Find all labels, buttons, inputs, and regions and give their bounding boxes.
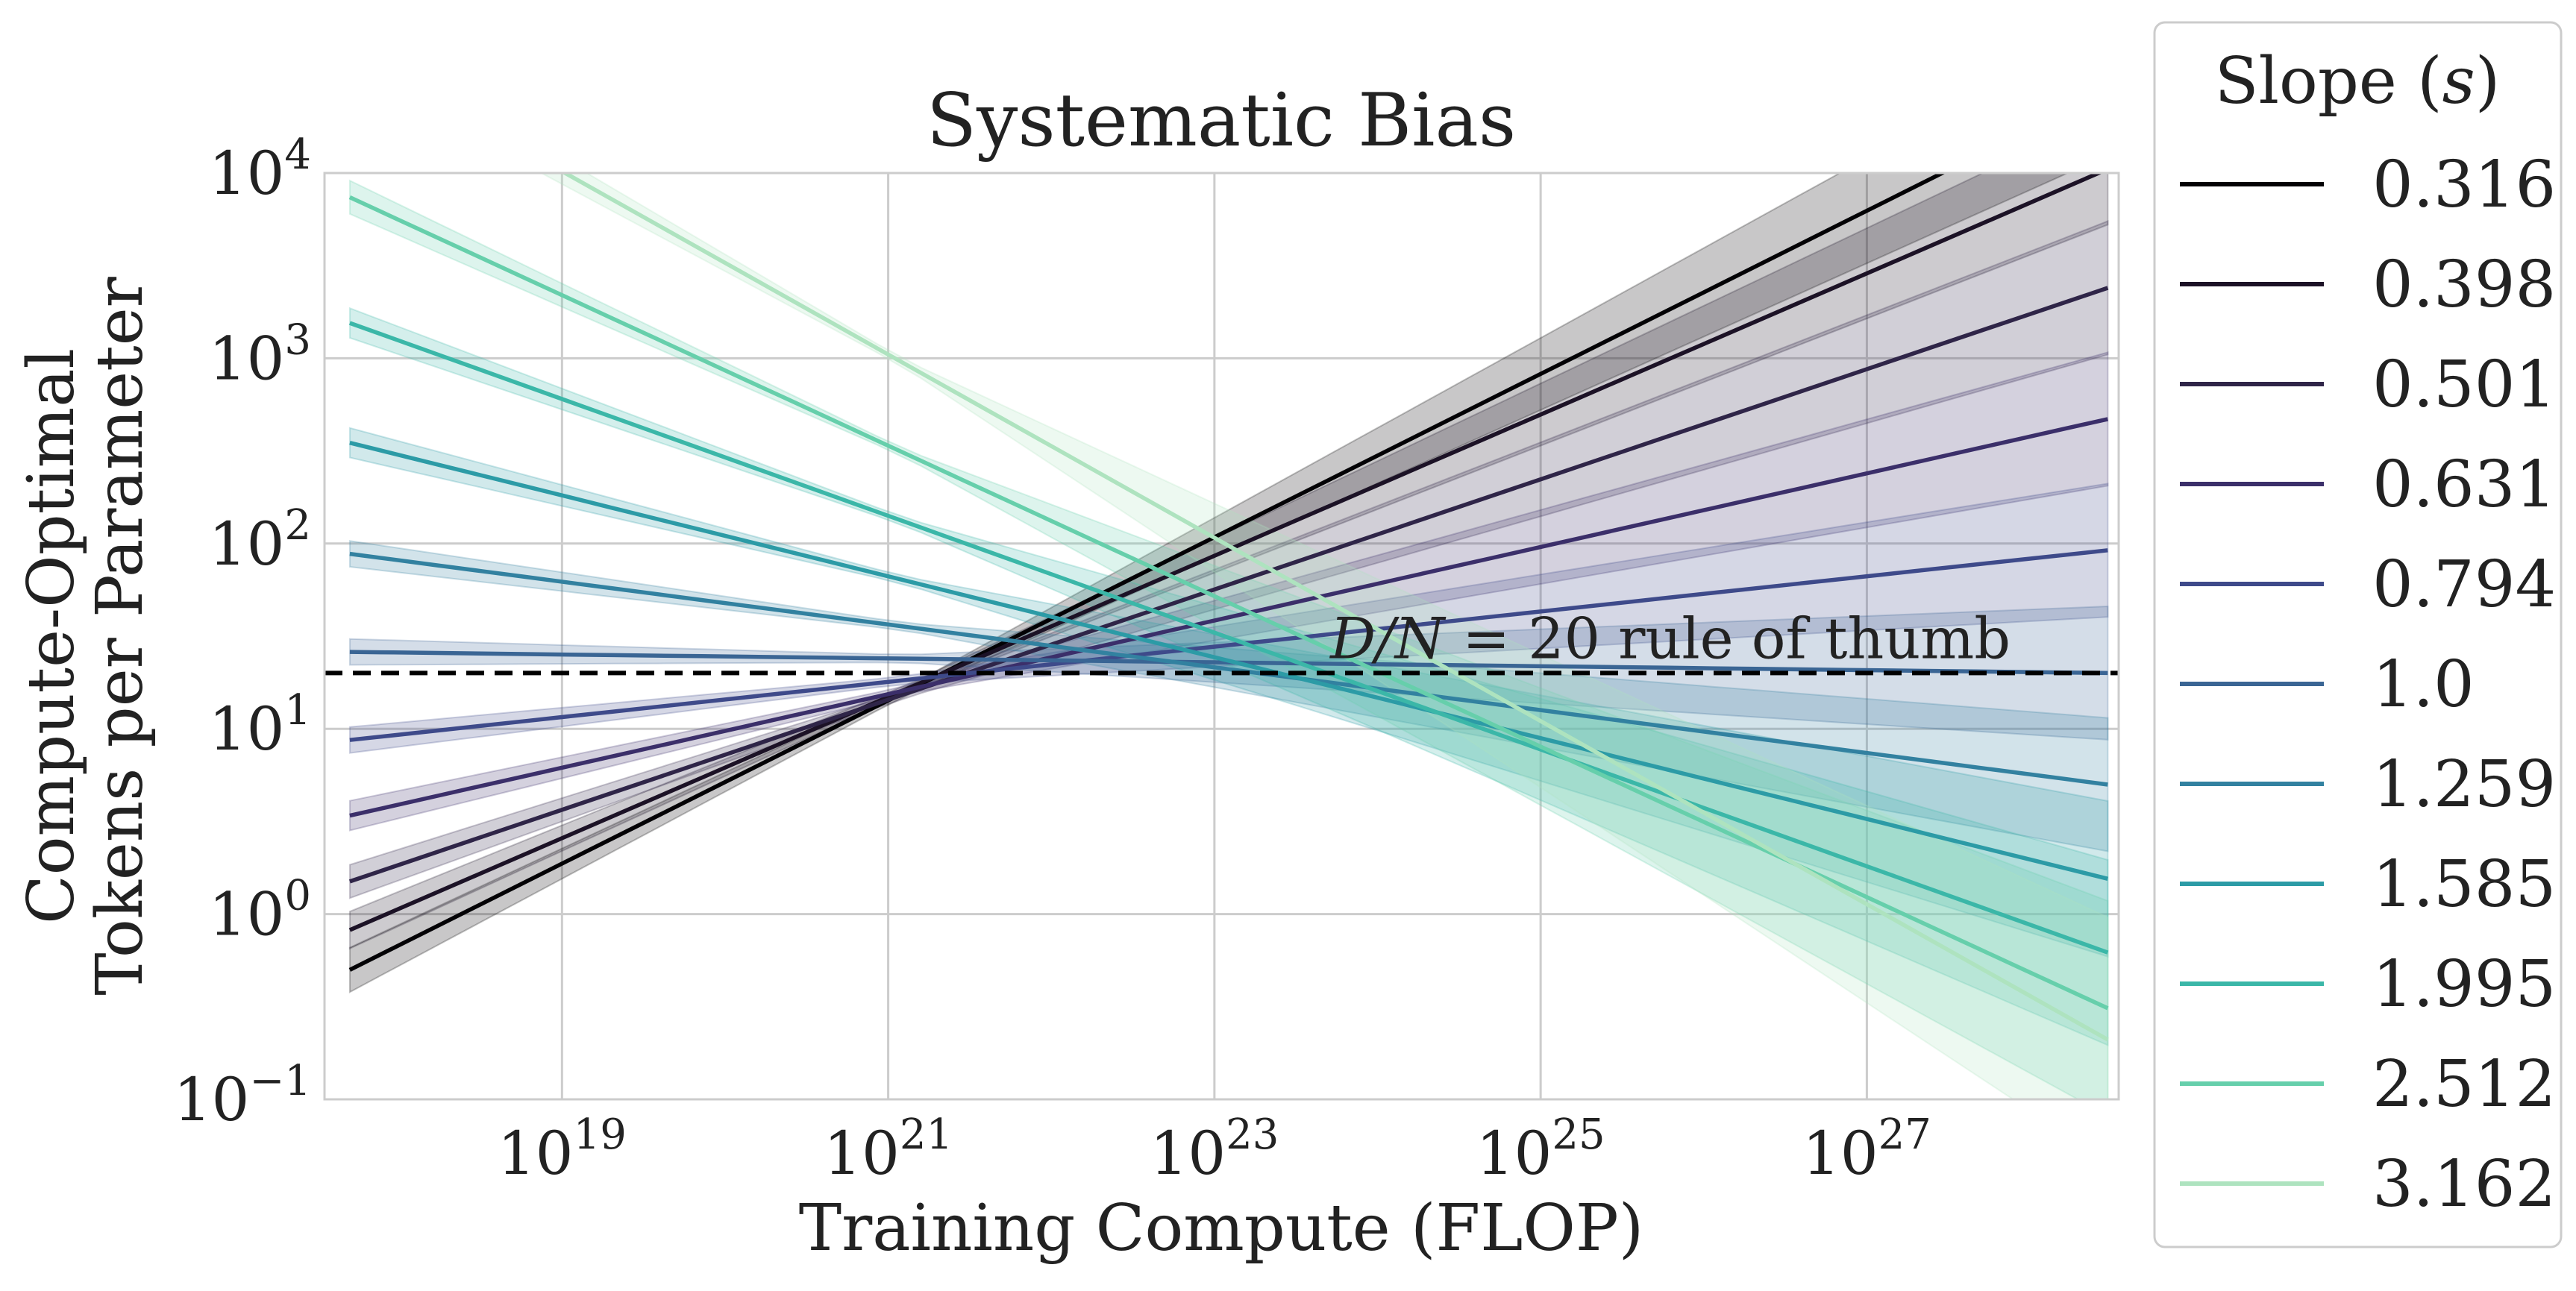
legend-frame <box>2153 21 2563 1248</box>
legend-label-1.585: 1.585 <box>2372 847 2556 922</box>
y-tick-label: 10−1 <box>174 1057 311 1134</box>
series-line-0.794 <box>349 548 2108 742</box>
x-tick-label: 1027 <box>1802 1111 1931 1188</box>
legend-label-1.259: 1.259 <box>2372 747 2556 822</box>
y-tick-label: 103 <box>209 315 311 393</box>
series-band-0.316 <box>348 173 2070 993</box>
y-axis-label-line-2: Tokens per Parameter <box>83 276 157 995</box>
series-line-1.585 <box>349 441 2109 881</box>
series-line-0.501 <box>349 286 2109 884</box>
legend-label-0.794: 0.794 <box>2372 547 2556 622</box>
x-axis-label: Training Compute (FLOP) <box>799 1191 1644 1266</box>
legend-label-2.512: 2.512 <box>2372 1047 2556 1122</box>
series-line-0.631 <box>349 417 2109 818</box>
legend-label-1.0: 1.0 <box>2372 647 2475 722</box>
series-band-1.995 <box>348 307 2109 1046</box>
legend: Slope (s) 0.316 0.398 0.501 0.631 0.794 1.0 1.… <box>2153 21 2563 1248</box>
legend-label-0.501: 0.501 <box>2372 348 2556 422</box>
x-tick-label: 1019 <box>498 1111 627 1188</box>
legend-entries: 0.316 0.398 0.501 0.631 0.794 1.0 1.259 1.585 1.… <box>2180 148 2556 1222</box>
legend-label-0.398: 0.398 <box>2372 248 2556 322</box>
y-tick-label: 104 <box>209 131 311 208</box>
x-tick-label: 1021 <box>824 1111 953 1188</box>
series-line-0.316 <box>348 173 1947 972</box>
series-line-3.162 <box>560 173 2109 1042</box>
tick-labels: 1019 1021 1023 1025 1027 10−1 100 101 102 103 104 <box>174 131 1931 1188</box>
y-tick-label: 100 <box>209 872 311 949</box>
reference-line-group: D/N = 20 rule of thumb <box>325 605 2119 676</box>
reference-line-label: D/N = 20 rule of thumb <box>1329 605 2011 671</box>
y-tick-label: 101 <box>209 686 311 764</box>
y-axis-label-line-1: Compute-Optimal <box>14 348 89 924</box>
legend-label-0.631: 0.631 <box>2372 447 2556 522</box>
x-tick-label: 1023 <box>1150 1111 1279 1188</box>
plot-frame <box>323 172 2120 1101</box>
series-band-2.512 <box>348 179 2109 1099</box>
y-tick-label: 102 <box>209 501 311 579</box>
series-line-0.398 <box>348 173 2105 932</box>
series-band-1.585 <box>348 427 2109 958</box>
series-band-1.259 <box>348 540 2109 852</box>
series-band-1.0 <box>348 605 2109 741</box>
chart-title: Systematic Bias <box>927 78 1516 163</box>
legend-label-0.316: 0.316 <box>2372 148 2556 222</box>
legend-label-3.162: 3.162 <box>2372 1147 2556 1222</box>
series-line-1.259 <box>349 551 2108 787</box>
series-lines <box>348 173 2109 1042</box>
legend-label-1.995: 1.995 <box>2372 947 2556 1022</box>
x-tick-label: 1025 <box>1476 1111 1605 1188</box>
series-line-1.995 <box>348 321 2109 955</box>
legend-title: Slope (s) <box>2215 44 2501 119</box>
